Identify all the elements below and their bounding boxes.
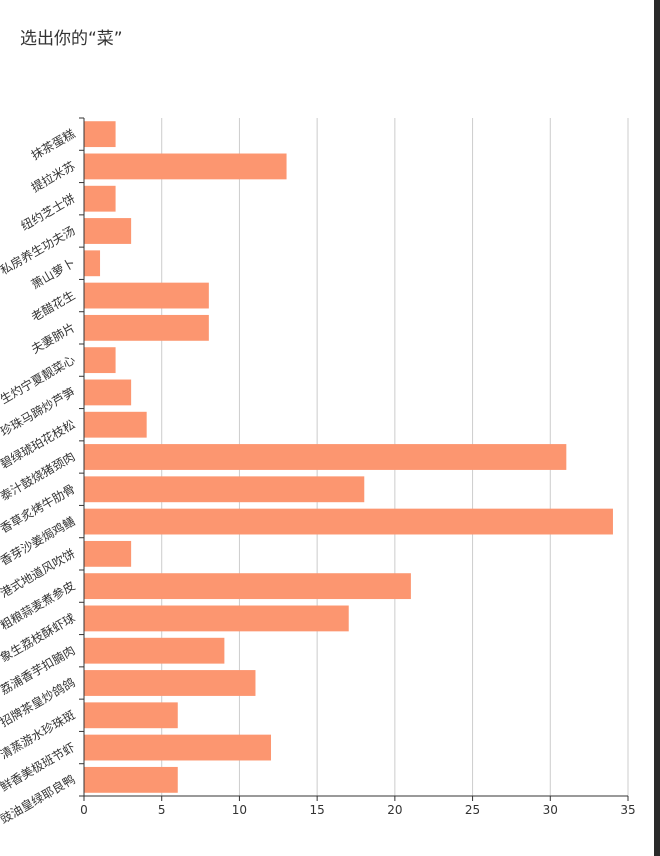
bar-8 [84,379,132,406]
bar-15 [84,605,349,632]
bars [84,121,613,793]
bar-20 [84,766,178,793]
x-tick-label: 35 [620,803,635,817]
bar-13 [84,540,132,567]
bar-10 [84,444,567,470]
bar-16 [84,637,225,664]
bar-18 [84,702,178,729]
chart-title: 选出你的“菜” [20,29,123,49]
category-label: 萧山萝卜 [29,256,78,292]
bar-1 [84,153,287,180]
x-tick-label: 25 [465,803,480,817]
bar-17 [84,670,256,696]
bar-9 [84,411,147,438]
bar-3 [84,218,132,244]
x-tick-label: 10 [232,803,247,817]
x-tick-label: 5 [158,803,166,817]
bar-14 [84,573,411,600]
bar-6 [84,314,209,341]
bar-4 [84,250,101,277]
tick-labels: 0 5 10 15 20 25 30 35 [80,803,635,817]
bar-0 [84,121,116,148]
category-label: 抹茶蛋糕 [28,126,77,163]
bar-12 [84,508,613,535]
x-tick-label: 30 [543,803,558,817]
category-label: 提拉米苏 [28,158,77,195]
category-label: 老醋花生 [28,287,77,324]
x-tick-label: 20 [387,803,402,817]
bar-7 [84,347,116,374]
bar-19 [84,734,272,761]
category-labels: 抹茶蛋糕提拉米苏纽约芝士饼私房养生功夫汤萧山萝卜老醋花生夫妻肺片生灼宁夏靓菜心珍… [0,126,78,827]
bar-2 [84,185,116,212]
x-tick-label: 0 [80,803,88,817]
axes [79,117,629,801]
category-label: 夫妻肺片 [29,320,78,356]
bar-11 [84,476,365,503]
x-tick-label: 15 [310,803,325,817]
right-edge-border [654,0,660,856]
bar-5 [84,282,209,309]
